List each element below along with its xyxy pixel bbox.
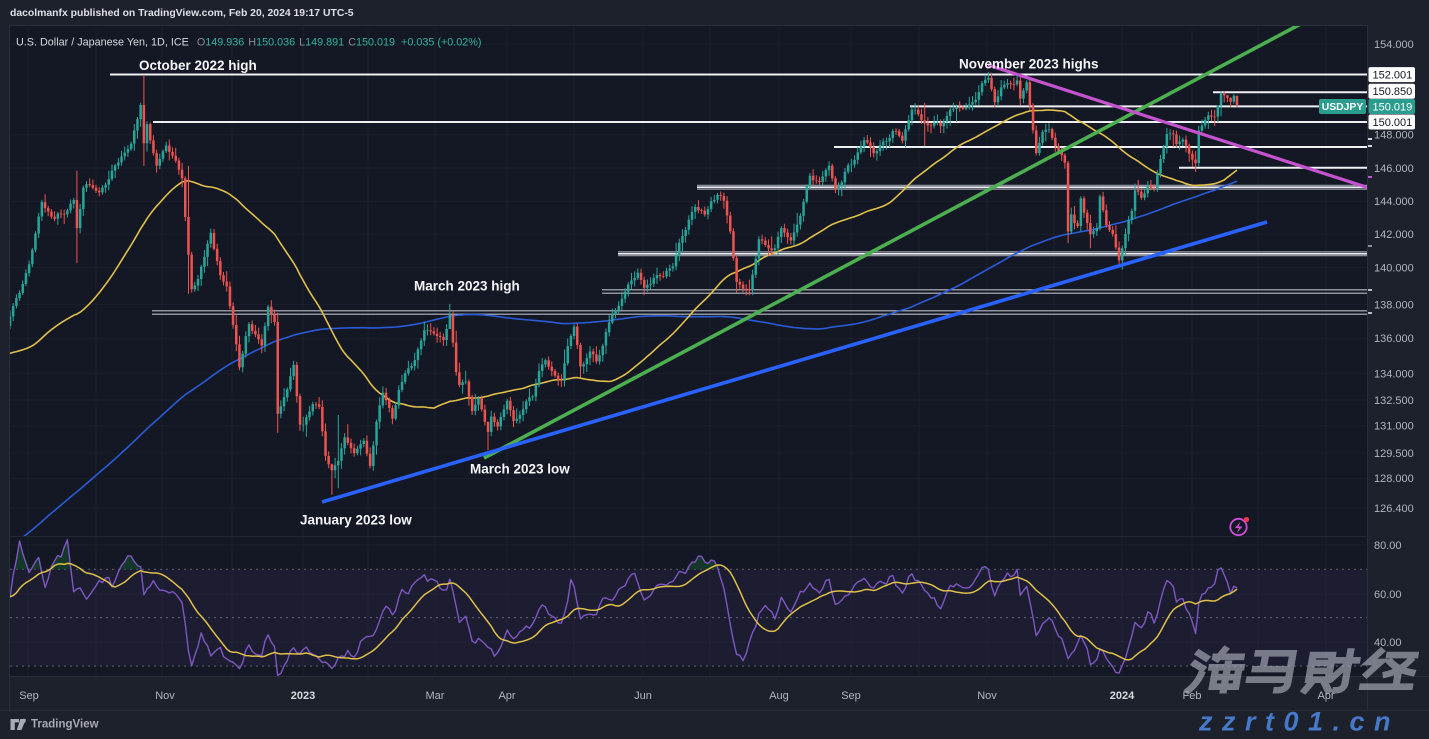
- svg-text:Sep: Sep: [19, 690, 39, 702]
- svg-text:129.500: 129.500: [1374, 448, 1414, 460]
- svg-text:136.000: 136.000: [1374, 333, 1414, 345]
- svg-text:126.400: 126.400: [1374, 503, 1414, 515]
- svg-text:Sep: Sep: [841, 690, 861, 702]
- svg-text:140.000: 140.000: [1374, 262, 1414, 274]
- svg-text:Nov: Nov: [977, 690, 997, 702]
- svg-text:U.S. Dollar / Japanese Yen, 1D: U.S. Dollar / Japanese Yen, 1D, ICE O149.…: [16, 37, 481, 49]
- svg-text:March 2023 high: March 2023 high: [414, 279, 520, 294]
- svg-text:131.000: 131.000: [1374, 421, 1414, 433]
- svg-text:March 2023 low: March 2023 low: [470, 462, 570, 477]
- svg-text:Mar: Mar: [426, 690, 445, 702]
- svg-text:dacolmanfx published on Tradin: dacolmanfx published on TradingView.com,…: [10, 8, 354, 19]
- svg-text:Apr: Apr: [1317, 690, 1334, 702]
- svg-text:Jun: Jun: [634, 690, 652, 702]
- svg-text:Apr: Apr: [498, 690, 515, 702]
- svg-text:146.000: 146.000: [1374, 163, 1414, 175]
- svg-text:142.000: 142.000: [1374, 229, 1414, 241]
- svg-text:128.000: 128.000: [1374, 473, 1414, 485]
- svg-text:Aug: Aug: [769, 690, 789, 702]
- svg-text:134.000: 134.000: [1374, 368, 1414, 380]
- svg-text:TradingView: TradingView: [31, 719, 99, 731]
- svg-text:154.000: 154.000: [1374, 39, 1414, 51]
- svg-text:148.000: 148.000: [1374, 130, 1414, 142]
- svg-text:Nov: Nov: [155, 690, 175, 702]
- svg-text:November 2023 highs: November 2023 highs: [959, 57, 1099, 72]
- svg-text:zzrt01.cn: zzrt01.cn: [1198, 707, 1400, 737]
- svg-text:150.019: 150.019: [1373, 101, 1413, 113]
- svg-text:144.000: 144.000: [1374, 196, 1414, 208]
- svg-text:2024: 2024: [1110, 690, 1135, 702]
- svg-text:150.001: 150.001: [1373, 117, 1413, 129]
- svg-text:80.00: 80.00: [1374, 540, 1402, 552]
- svg-text:October 2022 high: October 2022 high: [139, 58, 257, 73]
- svg-text:60.00: 60.00: [1374, 589, 1402, 601]
- svg-text:152.001: 152.001: [1373, 69, 1413, 81]
- svg-text:January 2023 low: January 2023 low: [300, 513, 412, 528]
- svg-text:132.500: 132.500: [1374, 395, 1414, 407]
- svg-text:138.000: 138.000: [1374, 299, 1414, 311]
- svg-text:150.850: 150.850: [1373, 86, 1413, 98]
- svg-text:USDJPY: USDJPY: [1322, 102, 1364, 113]
- svg-text:40.00: 40.00: [1374, 637, 1402, 649]
- svg-text:2023: 2023: [291, 690, 315, 702]
